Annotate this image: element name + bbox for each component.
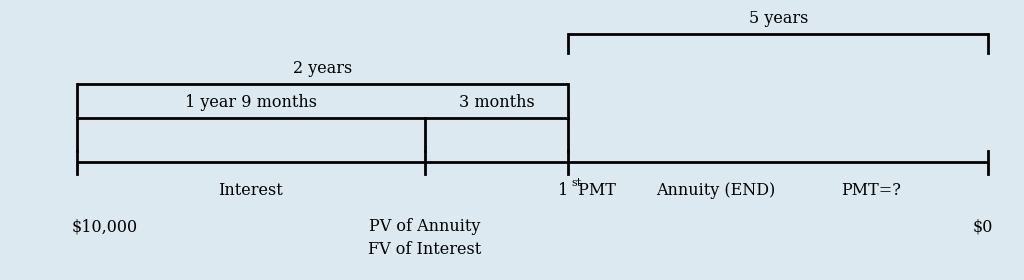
Text: Interest: Interest [218, 182, 284, 199]
Text: $0: $0 [973, 218, 993, 235]
Text: 5 years: 5 years [749, 10, 808, 27]
Text: st: st [571, 178, 582, 188]
Text: $10,000: $10,000 [72, 218, 138, 235]
Text: Annuity (END): Annuity (END) [655, 182, 775, 199]
Text: PV of Annuity
FV of Interest: PV of Annuity FV of Interest [369, 218, 481, 258]
Text: 1: 1 [558, 182, 568, 199]
Text: 1 year 9 months: 1 year 9 months [185, 94, 316, 111]
Text: 3 months: 3 months [459, 94, 535, 111]
Text: 2 years: 2 years [293, 60, 352, 77]
Text: PMT: PMT [573, 182, 616, 199]
Text: PMT=?: PMT=? [841, 182, 900, 199]
